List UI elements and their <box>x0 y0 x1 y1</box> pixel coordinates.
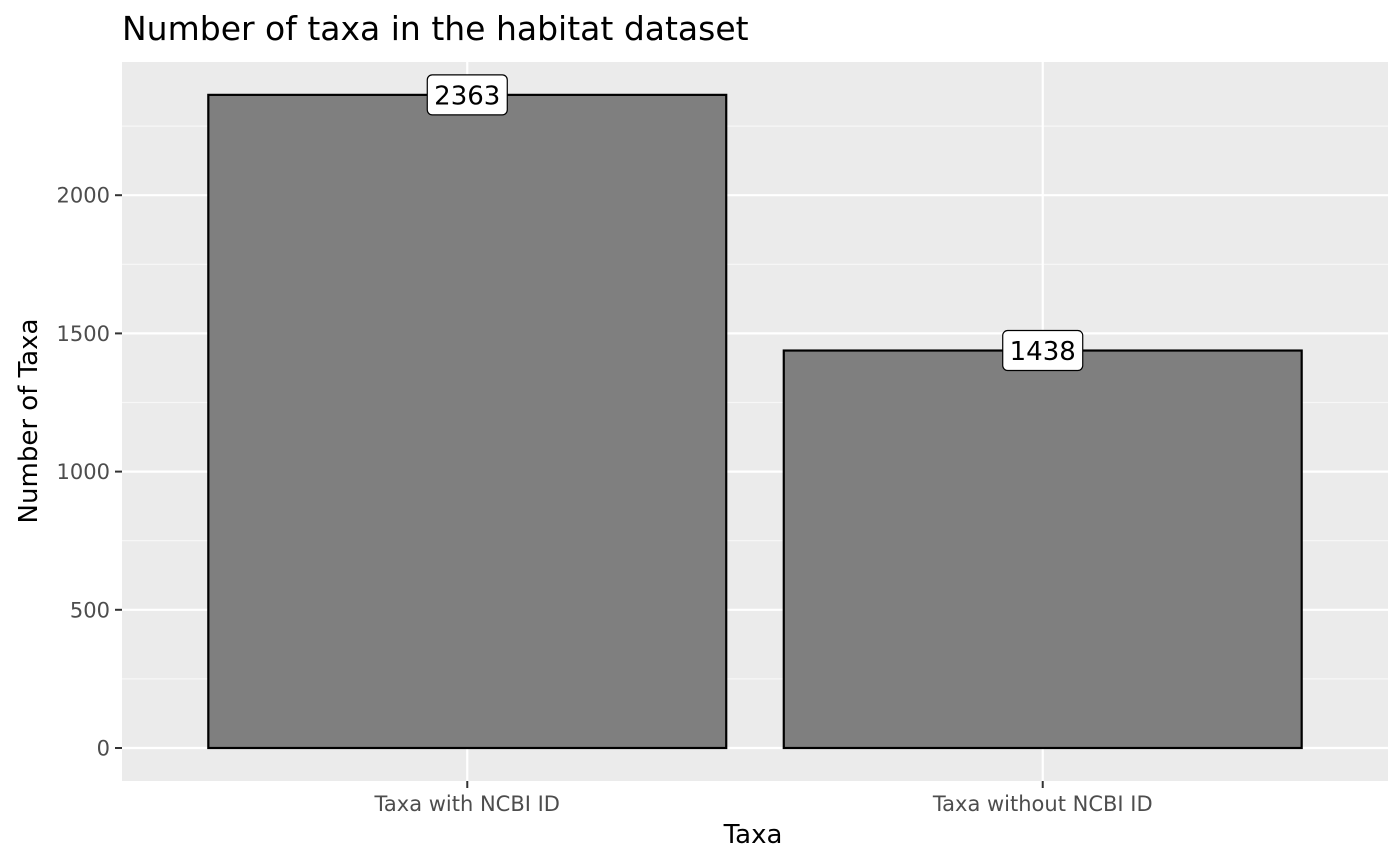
y-axis: 0 500 1000 1500 2000 <box>57 184 122 761</box>
data-label-box <box>426 74 508 116</box>
bars-layer <box>207 93 1303 750</box>
data-labels-layer: 2363 1438 <box>426 74 1084 372</box>
bar <box>207 93 728 750</box>
y-tick-label: 500 <box>70 598 110 622</box>
y-tick-label: 1500 <box>57 322 110 346</box>
y-axis-title: Number of Taxa <box>14 319 44 524</box>
y-tick-label: 2000 <box>57 184 110 208</box>
data-label-group: 2363 <box>426 74 508 116</box>
data-label: 2363 <box>434 81 500 111</box>
data-label-group: 1438 <box>1002 329 1084 372</box>
bar <box>782 349 1303 750</box>
chart-title: Number of taxa in the habitat dataset <box>122 9 749 48</box>
y-tick-label: 1000 <box>57 460 110 484</box>
data-label: 1438 <box>1010 337 1076 367</box>
x-tick-label: Taxa with NCBI ID <box>374 792 560 816</box>
data-label-box <box>1002 329 1084 372</box>
x-axis: Taxa with NCBI ID Taxa without NCBI ID <box>374 781 1153 816</box>
x-tick-label: Taxa without NCBI ID <box>932 792 1153 816</box>
y-tick-label: 0 <box>97 737 110 761</box>
x-axis-title: Taxa <box>723 820 783 850</box>
